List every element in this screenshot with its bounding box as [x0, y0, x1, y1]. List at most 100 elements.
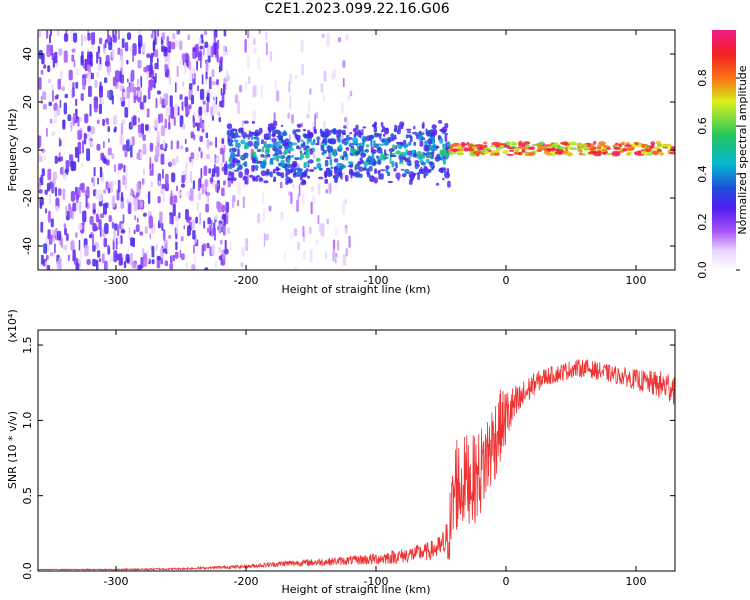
- heatmap-cell: [303, 148, 307, 151]
- y-tick-label: 1.5: [21, 336, 34, 354]
- heatmap-cell: [323, 134, 329, 137]
- heatmap-cell: [207, 217, 211, 225]
- heatmap-cell: [279, 149, 282, 152]
- heatmap-cell: [393, 127, 397, 133]
- heatmap-cell: [309, 148, 313, 155]
- heatmap-cell: [143, 95, 147, 103]
- heatmap-cell: [159, 113, 163, 123]
- heatmap-cell: [309, 249, 313, 263]
- heatmap-cell: [397, 125, 402, 131]
- heatmap-cell: [545, 152, 552, 156]
- heatmap-cell: [374, 168, 377, 174]
- heatmap-cell: [195, 122, 198, 127]
- heatmap-cell: [219, 147, 224, 155]
- heatmap-cell: [223, 225, 226, 236]
- heatmap-cell: [93, 167, 96, 177]
- heatmap-cell: [123, 164, 126, 173]
- heatmap-cell: [142, 143, 147, 155]
- heatmap-cell: [49, 118, 53, 124]
- heatmap-cell: [51, 183, 55, 194]
- heatmap-cell: [202, 122, 205, 130]
- heatmap-cell: [399, 161, 404, 165]
- heatmap-cell: [235, 142, 241, 149]
- heatmap-cell: [127, 32, 132, 40]
- heatmap-cell: [165, 173, 169, 184]
- heatmap-cell: [283, 251, 286, 262]
- heatmap-cell: [134, 215, 137, 221]
- heatmap-cell: [207, 55, 211, 63]
- heatmap-cell: [247, 30, 250, 39]
- heatmap-cell: [122, 175, 126, 185]
- heatmap-cell: [111, 195, 116, 208]
- heatmap-cell: [330, 166, 334, 170]
- heatmap-cell: [295, 128, 301, 133]
- y-tick-label: 1.0: [21, 412, 34, 430]
- heatmap-cell: [199, 135, 203, 142]
- heatmap-cell: [329, 159, 333, 166]
- heatmap-cell: [361, 160, 364, 164]
- heatmap-cell: [269, 171, 273, 178]
- heatmap-cell: [163, 190, 165, 203]
- heatmap-cell: [168, 56, 171, 67]
- heatmap-cell: [261, 139, 264, 145]
- heatmap-cell: [241, 246, 245, 257]
- heatmap-cell: [577, 149, 583, 153]
- heatmap-cell: [246, 56, 250, 70]
- heatmap-cell: [84, 244, 89, 257]
- heatmap-cell: [508, 149, 515, 152]
- heatmap-cell: [71, 48, 76, 53]
- heatmap-cell: [326, 218, 329, 225]
- heatmap-cell: [428, 161, 433, 166]
- heatmap-cell: [518, 152, 523, 156]
- heatmap-cell: [113, 230, 117, 242]
- heatmap-cell: [91, 32, 96, 45]
- heatmap-cell: [61, 86, 66, 92]
- heatmap-cell: [218, 247, 222, 254]
- heatmap-cell: [79, 248, 82, 262]
- snr-series-line: [38, 359, 675, 571]
- heatmap-cell: [299, 147, 302, 150]
- heatmap-cell: [172, 158, 176, 166]
- heatmap-cell: [126, 59, 129, 65]
- heatmap-cell: [404, 168, 410, 175]
- heatmap-cell: [416, 135, 419, 140]
- heatmap-cell: [568, 141, 577, 145]
- heatmap-cell: [331, 138, 337, 145]
- heatmap-cell: [328, 149, 331, 154]
- heatmap-cell: [211, 244, 216, 256]
- heatmap-cell: [435, 182, 440, 186]
- heatmap-cell: [177, 106, 180, 116]
- heatmap-cell: [203, 45, 205, 56]
- heatmap-cell: [288, 80, 291, 93]
- heatmap-cell: [364, 148, 369, 153]
- heatmap-cell: [183, 225, 186, 230]
- heatmap-cell: [293, 267, 298, 270]
- heatmap-cell: [553, 142, 559, 147]
- heatmap-cell: [441, 128, 446, 134]
- heatmap-cell: [236, 135, 241, 138]
- heatmap-cell: [409, 154, 412, 158]
- heatmap-cell: [106, 118, 109, 125]
- heatmap-cell: [152, 30, 155, 40]
- spectrogram-heatmap: [38, 30, 675, 270]
- heatmap-cell: [413, 125, 416, 130]
- heatmap-cell: [161, 183, 165, 189]
- heatmap-cell: [127, 97, 131, 111]
- heatmap-cell: [252, 175, 256, 182]
- heatmap-cell: [299, 154, 303, 161]
- heatmap-cell: [274, 79, 277, 90]
- heatmap-cell: [345, 34, 349, 40]
- heatmap-cell: [636, 153, 645, 156]
- heatmap-cell: [228, 171, 232, 176]
- heatmap-cell: [395, 145, 398, 150]
- heatmap-cell: [107, 90, 110, 99]
- heatmap-cell: [291, 142, 298, 146]
- heatmap-cell: [279, 155, 285, 160]
- heatmap-cell: [220, 100, 225, 108]
- x-tick-label: -300: [104, 274, 129, 287]
- heatmap-cell: [273, 153, 279, 156]
- heatmap-cell: [179, 249, 182, 258]
- heatmap-cell: [309, 169, 315, 172]
- heatmap-cell: [324, 159, 329, 167]
- heatmap-cell: [157, 256, 162, 261]
